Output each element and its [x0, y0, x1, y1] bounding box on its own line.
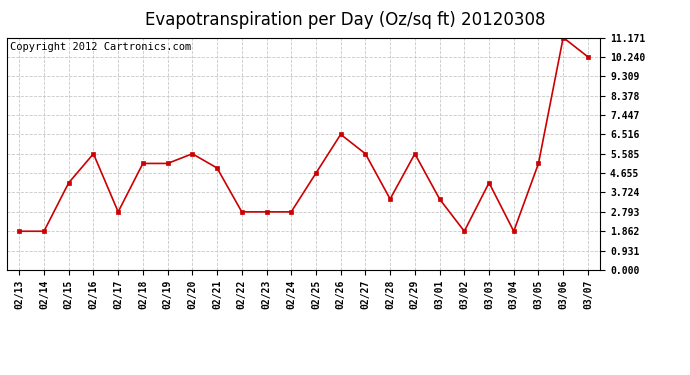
Text: Evapotranspiration per Day (Oz/sq ft) 20120308: Evapotranspiration per Day (Oz/sq ft) 20… [145, 11, 545, 29]
Text: Copyright 2012 Cartronics.com: Copyright 2012 Cartronics.com [10, 42, 191, 52]
